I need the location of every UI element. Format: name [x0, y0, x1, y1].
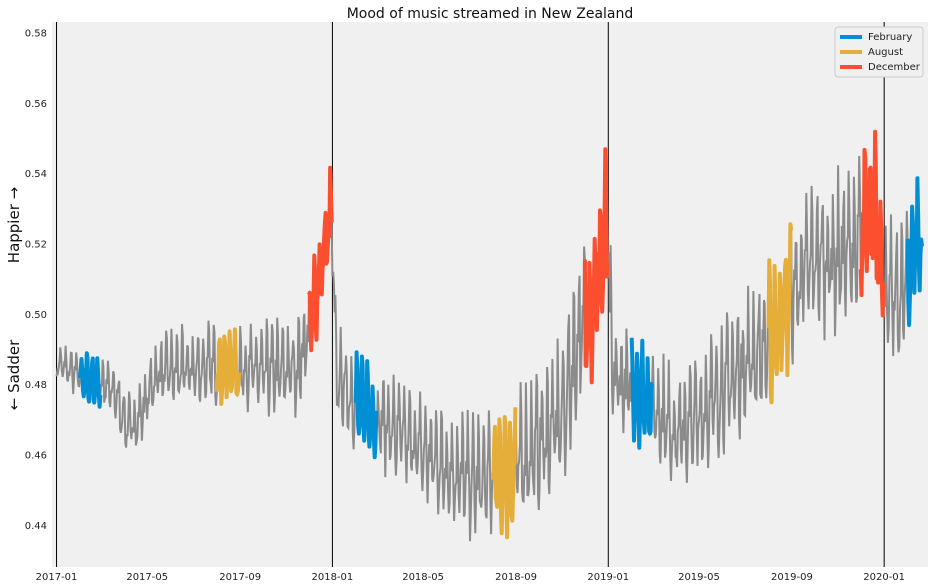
chart-title: Mood of music streamed in New Zealand	[347, 6, 634, 22]
legend: February August December	[834, 26, 924, 78]
y-tick-label: 0.50	[25, 310, 47, 321]
x-tick-label: 2018-05	[402, 572, 444, 583]
series-december-line	[858, 129, 886, 318]
x-tick-label: 2017-01	[36, 572, 78, 583]
series-august-line	[490, 407, 518, 540]
x-tick-label: 2019-09	[771, 572, 813, 583]
y-tick-label: 0.46	[25, 450, 47, 461]
y-tick-label: 0.56	[25, 99, 47, 110]
y-tick-label: 0.52	[25, 240, 47, 251]
x-tick-label: 2018-09	[495, 572, 537, 583]
y-axis-label-happier: Happier →	[5, 187, 23, 263]
series-december-line	[307, 165, 334, 353]
y-tick-label: 0.44	[25, 521, 47, 532]
y-tick-label: 0.48	[25, 380, 47, 391]
x-tick-label: 2017-09	[219, 572, 261, 583]
legend-label-december: December	[868, 62, 921, 73]
legend-label-february: February	[868, 32, 912, 43]
series-august-line	[214, 327, 242, 406]
series-december-line	[582, 147, 610, 385]
series-february-line	[905, 176, 924, 328]
series-february-line	[629, 337, 655, 450]
y-tick-label: 0.58	[25, 29, 47, 40]
series-february-line	[78, 351, 103, 409]
x-axis-ticks: 2017-01 2017-05 2017-09 2018-01 2018-05 2018-…	[36, 572, 905, 583]
x-tick-label: 2017-05	[126, 572, 168, 583]
x-tick-label: 2019-05	[678, 572, 720, 583]
legend-label-august: August	[868, 47, 903, 58]
x-tick-label: 2018-01	[312, 572, 354, 583]
y-tick-label: 0.54	[25, 169, 47, 180]
x-tick-label: 2020-01	[863, 572, 905, 583]
y-axis-ticks: 0.44 0.46 0.48 0.50 0.52 0.54 0.56 0.58	[25, 29, 47, 532]
x-tick-label: 2019-01	[587, 572, 629, 583]
legend-box	[834, 26, 924, 78]
series-lines	[55, 129, 924, 542]
series-february-line	[353, 350, 379, 460]
series-august-line	[766, 222, 794, 405]
y-axis-label-sadder: ← Sadder	[5, 339, 23, 410]
